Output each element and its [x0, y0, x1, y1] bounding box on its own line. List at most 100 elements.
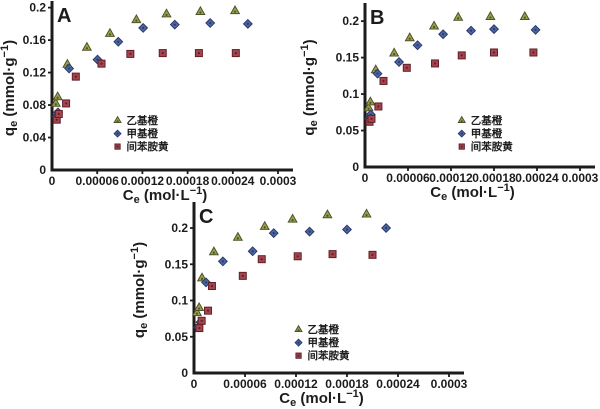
marker-triangle	[81, 41, 93, 51]
series-metanil-yellow	[52, 49, 240, 124]
marker-center-dot	[142, 26, 145, 30]
data-point	[138, 22, 149, 33]
y-tick-label: 0.1	[342, 87, 359, 101]
chart-a-svg: 0 0.00006 0.00012 0.00018 0.00024 0.0003 0 0.04…	[0, 1, 297, 206]
marker-center-dot	[345, 228, 349, 231]
data-point	[428, 20, 440, 30]
series-metanil-yellow	[195, 250, 377, 333]
marker-center-dot	[198, 326, 201, 330]
x-tick-label: 0.00018	[325, 377, 369, 391]
series-ethyl-orange	[363, 10, 530, 112]
marker-center-dot	[331, 253, 334, 256]
data-point	[341, 224, 353, 235]
marker-center-dot	[100, 62, 103, 65]
data-point	[268, 228, 279, 239]
panel-letter: B	[370, 7, 384, 29]
marker-triangle	[161, 8, 172, 18]
marker-center-dot	[367, 107, 370, 110]
marker-center-dot	[116, 145, 119, 148]
y-tick-label: 0.05	[336, 124, 360, 138]
marker-center-dot	[85, 47, 88, 50]
y-tick-label: 0.08	[23, 98, 47, 112]
x-tick-label: 0	[191, 377, 198, 391]
x-tick-label: 0.00018	[166, 174, 210, 188]
marker-center-dot	[57, 112, 60, 116]
data-point	[363, 102, 374, 112]
data-point	[238, 271, 247, 280]
marker-triangle	[259, 220, 270, 230]
y-tick-label: 0	[181, 366, 188, 380]
panel-letter: C	[199, 206, 213, 228]
x-axis-label: Ce (mol·L−1)	[430, 182, 515, 203]
marker-triangle	[428, 20, 440, 30]
legend-item-metanil-yellow: 间苯胺黄	[295, 349, 350, 362]
marker-center-dot	[236, 237, 239, 240]
marker-center-dot	[221, 260, 224, 263]
series-metanil-yellow	[365, 48, 538, 126]
marker-center-dot	[532, 51, 535, 54]
y-tick-label: 0.1	[171, 294, 188, 308]
marker-triangle	[404, 32, 415, 42]
data-point	[208, 246, 220, 256]
data-point	[71, 72, 80, 81]
data-point	[519, 10, 530, 21]
x-tick-label: 0.0003	[431, 377, 468, 391]
data-point	[361, 208, 372, 218]
data-point	[52, 91, 63, 101]
marker-triangle	[232, 231, 244, 241]
marker-center-dot	[116, 120, 119, 123]
marker-center-dot	[369, 101, 372, 104]
marker-triangle	[193, 301, 205, 312]
data-point	[438, 29, 449, 40]
data-point	[304, 226, 315, 237]
x-tick-label: 0.0003	[260, 174, 297, 188]
marker-center-dot	[416, 44, 419, 47]
legend-label: 乙基橙	[471, 114, 503, 127]
marker-triangle	[195, 5, 206, 15]
marker-triangle	[365, 96, 376, 106]
marker-center-dot	[260, 258, 263, 261]
data-point	[97, 59, 106, 68]
marker-center-dot	[308, 230, 311, 233]
x-tick-label: 0.00024	[376, 377, 420, 391]
marker-center-dot	[161, 51, 164, 55]
x-tick-label: 0.0003	[562, 171, 599, 185]
data-point	[191, 307, 203, 317]
y-axis-label: qe (mmol·g−1)	[299, 39, 320, 135]
marker-center-dot	[234, 51, 237, 55]
data-point	[529, 48, 538, 57]
x-tick-label: 0.00024	[515, 171, 559, 185]
legend-item-metanil-yellow: 间苯胺黄	[458, 140, 513, 153]
data-point	[232, 231, 244, 241]
data-point	[368, 250, 377, 259]
marker-triangle	[519, 10, 530, 21]
data-point	[372, 68, 383, 79]
legend-item-methyl-orange: 甲基橙	[294, 336, 340, 349]
marker-center-dot	[326, 214, 329, 217]
chart-c-svg: 0 0.00006 0.00012 0.00018 0.00024 0.0003 0 0.05…	[129, 202, 468, 409]
chart-panel-a: 0 0.00006 0.00012 0.00018 0.00024 0.0003 0 0.04…	[0, 0, 300, 207]
x-axis-label: Ce (mol·L−1)	[279, 388, 364, 409]
marker-center-dot	[246, 22, 249, 25]
data-point	[81, 41, 93, 51]
y-tick-label: 0.05	[165, 330, 189, 344]
marker-center-dot	[460, 54, 463, 57]
marker-triangle	[229, 5, 241, 15]
marker-triangle	[361, 208, 372, 218]
y-tick-label: 0.2	[342, 14, 359, 28]
legend-label: 甲基橙	[127, 127, 159, 140]
data-point	[161, 8, 172, 18]
marker-center-dot	[489, 16, 492, 19]
series-methyl-orange	[364, 24, 541, 124]
y-tick-label: 0.04	[23, 131, 47, 145]
data-point	[365, 96, 376, 106]
marker-center-dot	[204, 281, 208, 284]
data-point	[466, 25, 477, 36]
x-tick-label: 0.00012	[429, 171, 473, 185]
marker-center-dot	[376, 72, 379, 75]
marker-center-dot	[195, 312, 199, 315]
marker-center-dot	[460, 132, 463, 135]
legend-item-ethyl-orange: 乙基橙	[113, 114, 159, 127]
legend-item-ethyl-orange: 乙基橙	[294, 323, 340, 336]
marker-triangle	[191, 307, 203, 317]
